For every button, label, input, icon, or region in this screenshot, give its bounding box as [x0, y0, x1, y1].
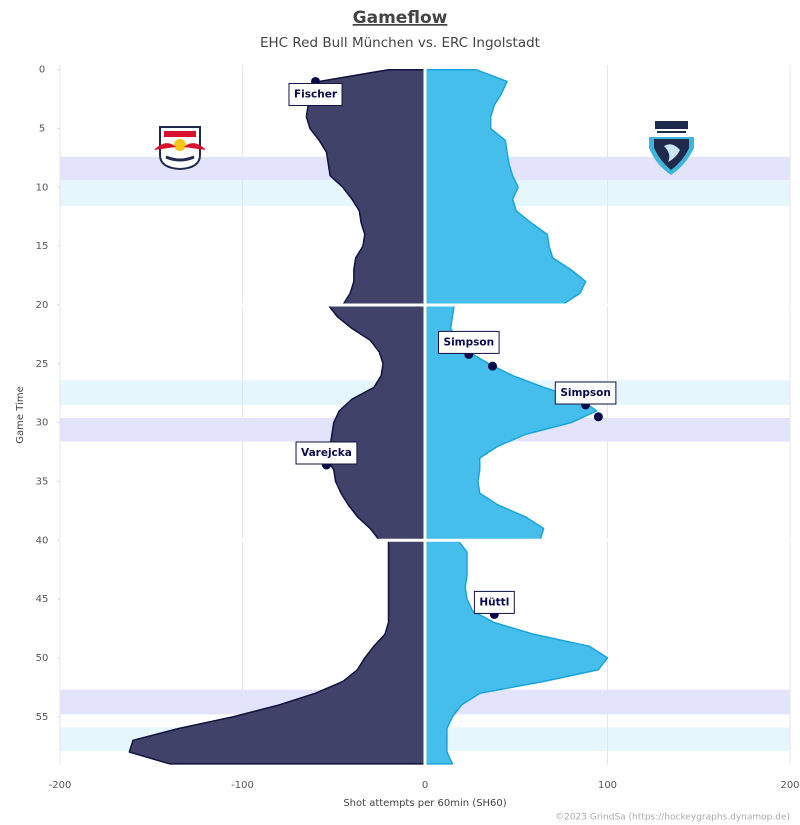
time-axis-label: Game Time [15, 386, 26, 443]
goal-label: Simpson [444, 336, 495, 348]
goal-label-box [473, 590, 515, 614]
value-tick-label: 200 [780, 780, 799, 791]
value-tick-label: -200 [49, 780, 72, 791]
time-tick-label: 0 [39, 65, 45, 76]
goal-label: Hüttl [479, 596, 509, 608]
credit: ©2023 GrindSa (https://hockeygraphs.dyna… [555, 813, 790, 823]
home-logo [154, 126, 206, 171]
flow-area [424, 68, 609, 765]
goal-label: Varejcka [301, 447, 352, 459]
time-tick-label: 55 [36, 712, 49, 723]
value-axis-label: Shot attempts per 60min (SH60) [343, 798, 506, 809]
goal-label: Fischer [294, 88, 338, 100]
time-tick-label: 50 [36, 653, 49, 664]
time-tick-label: 25 [36, 359, 49, 370]
flow-area [128, 68, 426, 765]
chart-subtitle: EHC Red Bull München vs. ERC Ingolstadt [260, 35, 540, 51]
chart-title: Gameflow [353, 8, 448, 28]
goal-label-box [288, 82, 343, 106]
time-tick-label: 40 [36, 535, 49, 546]
value-tick-label: -100 [231, 780, 254, 791]
time-tick-label: 15 [36, 241, 49, 252]
goal-label: Simpson [560, 387, 611, 399]
plot-area [57, 65, 791, 765]
goal-label-box [438, 330, 500, 354]
value-tick-label: 100 [598, 780, 617, 791]
goal-label-box [554, 381, 617, 405]
time-tick-label: 45 [36, 594, 49, 605]
goal-marker [488, 361, 498, 371]
time-tick-label: 30 [36, 418, 49, 429]
goal-label-box [295, 441, 358, 465]
goal-marker [593, 412, 603, 422]
time-tick-label: 35 [36, 476, 49, 487]
time-tick-label: 20 [36, 300, 49, 311]
away-logo [649, 121, 694, 175]
value-tick-label: 0 [422, 780, 428, 791]
time-tick-label: 10 [36, 182, 49, 193]
time-tick-label: 5 [39, 124, 45, 135]
